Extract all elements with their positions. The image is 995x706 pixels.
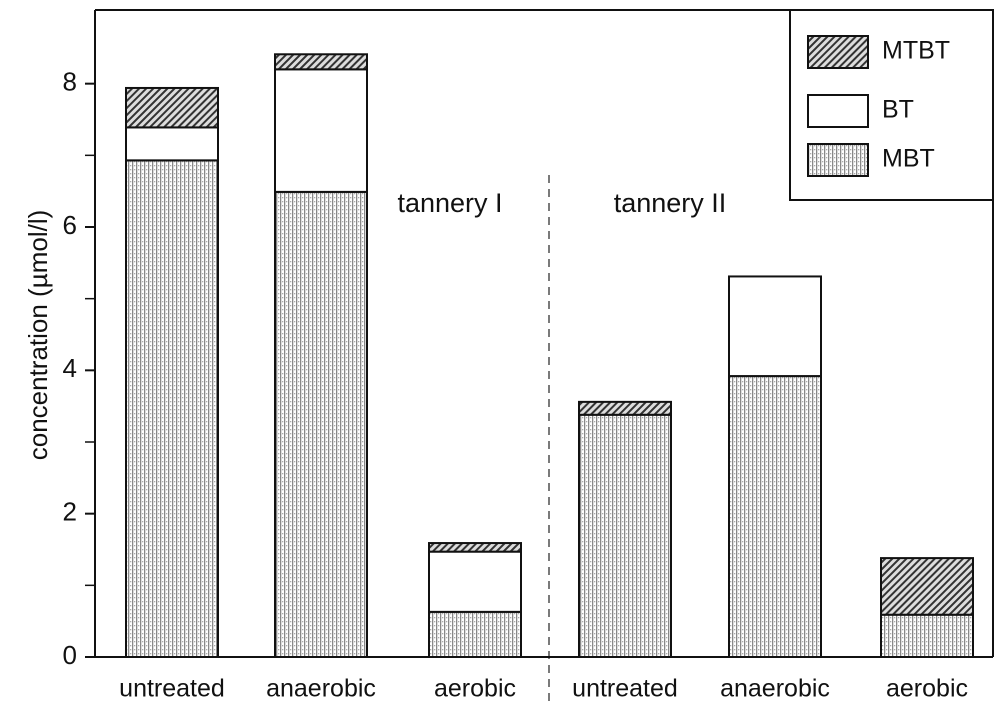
legend-swatch bbox=[807, 35, 869, 69]
bar-segment bbox=[428, 550, 522, 613]
bar-segment bbox=[125, 126, 219, 162]
y-tick-label: 4 bbox=[63, 353, 77, 383]
bar-segment bbox=[728, 275, 822, 378]
bar-segment bbox=[274, 68, 368, 193]
bar-segment bbox=[880, 557, 974, 616]
x-tick-label: anaerobic bbox=[720, 675, 830, 703]
annotation: tannery II bbox=[614, 188, 727, 218]
legend-label: MTBT bbox=[882, 37, 950, 65]
bar-segment bbox=[880, 613, 974, 659]
x-tick-label: anaerobic bbox=[266, 675, 376, 703]
y-tick-label: 6 bbox=[63, 210, 77, 240]
bar-segment bbox=[428, 610, 522, 658]
bar-segment bbox=[728, 375, 822, 658]
bar-segment bbox=[274, 53, 368, 71]
bar-segment bbox=[578, 413, 672, 658]
legend-swatch bbox=[807, 94, 869, 128]
legend-label: BT bbox=[882, 96, 914, 124]
bar-segment bbox=[274, 190, 368, 658]
y-tick-label: 2 bbox=[63, 497, 77, 527]
bar-segment bbox=[578, 400, 672, 416]
x-tick-label: aerobic bbox=[434, 675, 516, 703]
y-axis-label: concentration (µmol/l) bbox=[23, 210, 53, 461]
bar-segment bbox=[125, 86, 219, 129]
x-tick-label: untreated bbox=[572, 675, 678, 703]
y-tick-label: 0 bbox=[63, 640, 77, 670]
x-tick-label: untreated bbox=[119, 675, 225, 703]
x-tick-label: aerobic bbox=[886, 675, 968, 703]
legend-swatch bbox=[807, 143, 869, 177]
legend-label: MBT bbox=[882, 145, 935, 173]
y-tick-label: 8 bbox=[63, 67, 77, 97]
bar-segment bbox=[428, 542, 522, 553]
annotation: tannery I bbox=[397, 188, 502, 218]
bar-segment bbox=[125, 159, 219, 658]
